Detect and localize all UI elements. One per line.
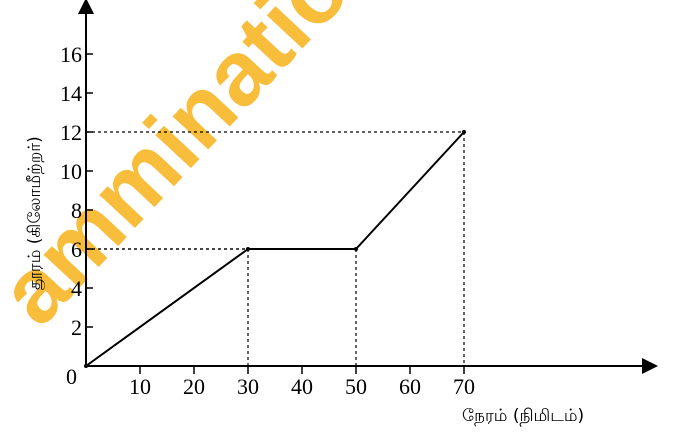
data-point xyxy=(84,364,88,368)
y-tick-label: 8 xyxy=(71,198,82,223)
y-tick-label: 14 xyxy=(60,81,82,106)
axis-ticks: 10 20 30 40 50 60 70 2 4 6 8 10 12 14 16 xyxy=(60,42,475,399)
data-point xyxy=(462,130,466,134)
origin-label: 0 xyxy=(66,364,77,389)
x-tick-label: 10 xyxy=(129,374,151,399)
x-tick-label: 30 xyxy=(237,374,259,399)
x-tick-label: 50 xyxy=(345,374,367,399)
y-tick-label: 4 xyxy=(71,276,82,301)
y-tick-label: 10 xyxy=(60,159,82,184)
data-point xyxy=(246,247,250,251)
y-tick-label: 12 xyxy=(60,120,82,145)
y-axis-title: தூரம் (கிலோமீற்றர்) xyxy=(25,136,45,290)
x-tick-label: 20 xyxy=(183,374,205,399)
y-tick-label: 16 xyxy=(60,42,82,67)
series xyxy=(84,130,466,368)
x-tick-label: 70 xyxy=(453,374,475,399)
x-tick-label: 40 xyxy=(291,374,313,399)
data-point xyxy=(354,247,358,251)
y-tick-label: 2 xyxy=(71,315,82,340)
x-tick-label: 60 xyxy=(399,374,421,399)
x-axis-title: நேரம் (நிமிடம்) xyxy=(462,406,584,427)
y-tick-label: 6 xyxy=(71,237,82,262)
series-line xyxy=(85,131,465,367)
